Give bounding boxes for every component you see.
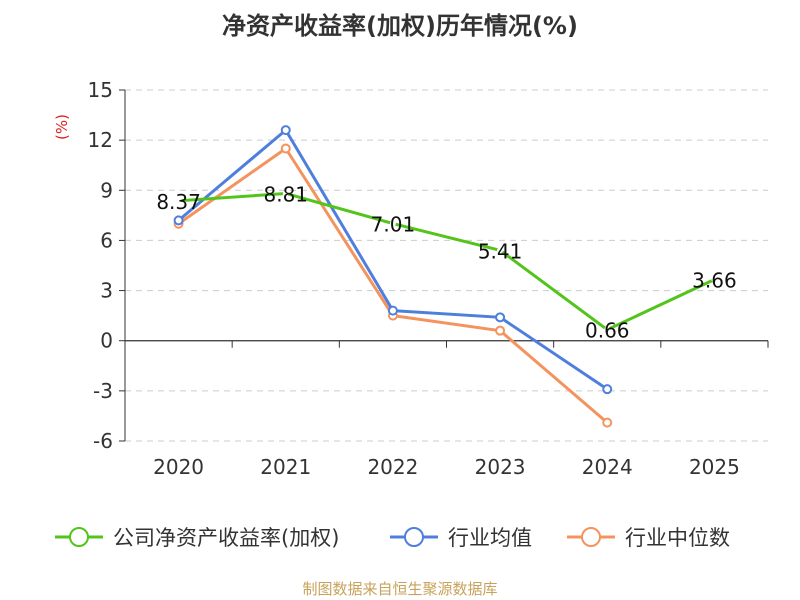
x-tick-label: 2021 xyxy=(260,455,311,479)
data-label: 7.01 xyxy=(371,213,416,237)
data-point xyxy=(604,326,611,333)
legend-label: 公司净资产收益率(加权) xyxy=(113,526,339,550)
data-point xyxy=(173,215,184,226)
x-tick-label: 2025 xyxy=(689,455,740,479)
legend-marker xyxy=(404,527,424,547)
chart-title: 净资产收益率(加权)历年情况(%) xyxy=(222,12,578,40)
data-labels: 8.37 8.81 7.01 5.41 0.66 3.66 xyxy=(156,182,736,342)
series-lines xyxy=(173,125,718,428)
data-label: 5.41 xyxy=(478,239,523,263)
data-point xyxy=(602,384,613,395)
grid-lines xyxy=(125,89,768,442)
data-point xyxy=(282,190,289,197)
data-point xyxy=(175,197,182,204)
data-point xyxy=(711,276,718,283)
legend-marker xyxy=(581,527,601,547)
x-tick-label: 2022 xyxy=(367,455,418,479)
legend: 公司净资产收益率(加权) 行业均值 行业中位数 xyxy=(55,526,730,550)
y-tick-label: -3 xyxy=(93,379,113,403)
source-note: 制图数据来自恒生聚源数据库 xyxy=(302,580,498,598)
series-line xyxy=(177,147,609,424)
y-tick-label: 0 xyxy=(100,329,113,353)
y-tick-label: 9 xyxy=(100,178,113,202)
data-label: 0.66 xyxy=(585,319,630,343)
y-tick-label: -6 xyxy=(93,429,113,453)
x-tick-label: 2020 xyxy=(153,455,204,479)
data-point xyxy=(387,305,398,316)
x-tick-label: 2023 xyxy=(475,455,526,479)
data-point xyxy=(495,325,506,336)
data-point xyxy=(497,247,504,254)
data-label: 3.66 xyxy=(692,269,737,293)
axes: -6 -3 0 3 6 9 12 15 2020 2021 2022 2023 2024 2025 xyxy=(88,78,769,479)
x-tick-label: 2024 xyxy=(582,455,633,479)
legend-label: 行业均值 xyxy=(448,526,532,550)
data-point xyxy=(280,143,291,154)
legend-label: 行业中位数 xyxy=(625,526,730,550)
data-label: 8.81 xyxy=(263,182,308,206)
data-label: 8.37 xyxy=(156,190,201,214)
data-point xyxy=(280,125,291,136)
data-point xyxy=(602,417,613,428)
data-point xyxy=(495,312,506,323)
series-line xyxy=(178,191,716,332)
y-tick-label: 15 xyxy=(88,78,113,102)
data-point xyxy=(389,220,396,227)
y-tick-label: 6 xyxy=(100,228,113,252)
series-line xyxy=(177,128,609,391)
legend-marker xyxy=(69,527,89,547)
y-tick-label: 12 xyxy=(88,128,113,152)
y-axis-label: (%) xyxy=(53,114,71,140)
y-tick-label: 3 xyxy=(100,279,113,303)
